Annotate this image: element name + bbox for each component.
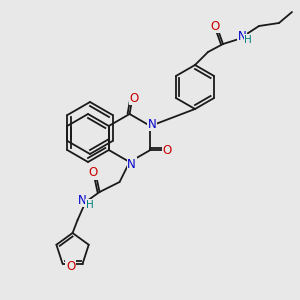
Text: O: O: [129, 92, 139, 105]
Text: O: O: [88, 167, 97, 179]
Text: O: O: [210, 20, 220, 32]
Text: O: O: [163, 143, 172, 157]
Text: N: N: [78, 194, 87, 206]
Text: N: N: [148, 118, 157, 130]
Text: N: N: [127, 158, 136, 170]
Text: O: O: [66, 260, 75, 273]
Text: H: H: [86, 200, 93, 210]
Text: H: H: [244, 35, 252, 45]
Text: N: N: [238, 31, 246, 44]
